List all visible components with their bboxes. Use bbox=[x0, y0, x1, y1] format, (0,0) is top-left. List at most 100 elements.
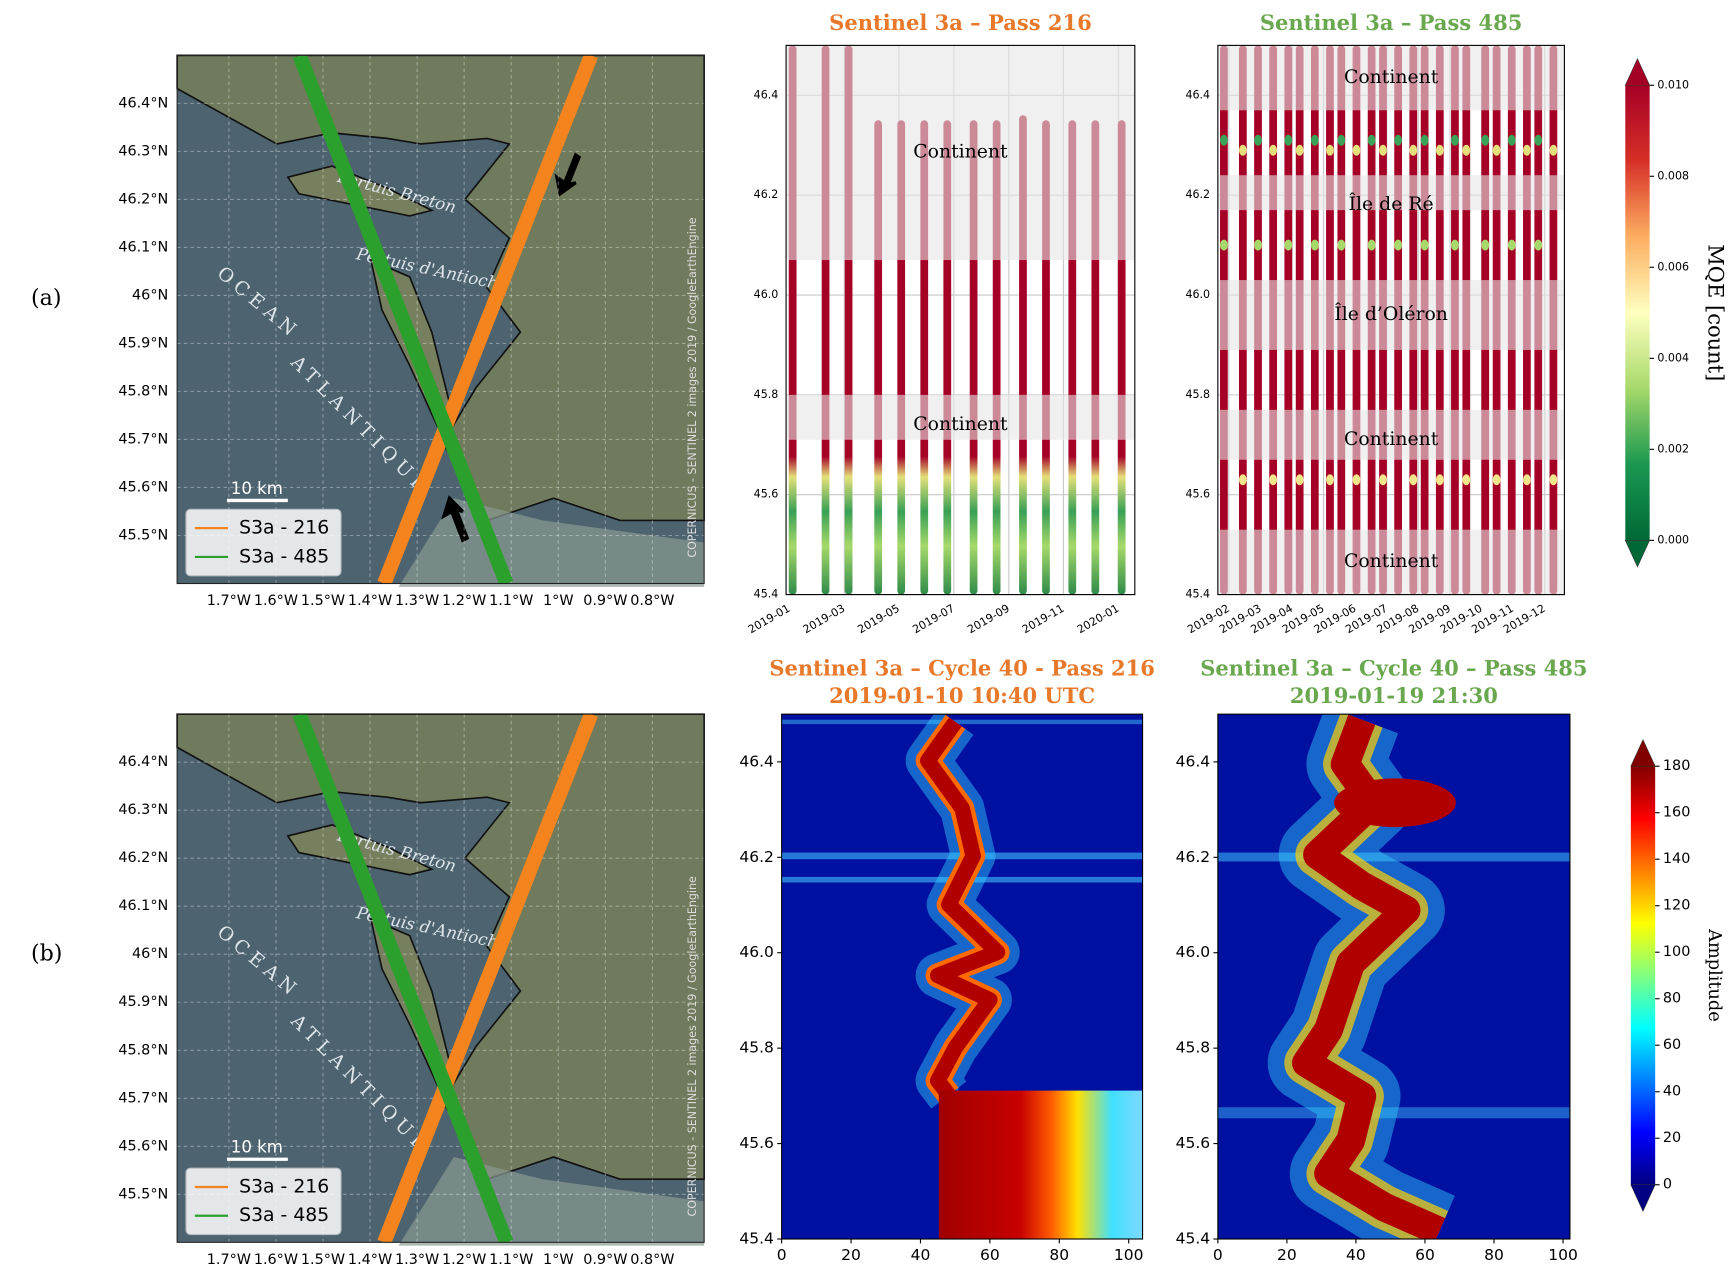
y-tick-label: 46.4 bbox=[1176, 752, 1211, 770]
chart-title: Sentinel 3a – Cycle 40 – Pass 485 bbox=[1200, 655, 1587, 680]
chart-title: Sentinel 3a – Cycle 40 - Pass 216 bbox=[769, 655, 1155, 680]
heatmap-streak bbox=[1217, 1107, 1570, 1119]
band bbox=[1217, 45, 1565, 111]
pass-dot bbox=[1481, 239, 1490, 251]
x-tick-label: 1.4°W bbox=[348, 1252, 392, 1268]
pass-dot bbox=[1507, 134, 1516, 146]
y-tick-label: 46.4 bbox=[754, 88, 779, 101]
y-tick-label: 46.1°N bbox=[118, 239, 168, 255]
pass-dot bbox=[1220, 134, 1228, 146]
pass-dot bbox=[1269, 474, 1278, 486]
band-label: Continent bbox=[913, 414, 1008, 435]
legend-label: S3a - 216 bbox=[239, 1176, 329, 1197]
pass-dot bbox=[1409, 144, 1418, 156]
cb-tick-label: 100 bbox=[1663, 944, 1690, 960]
y-tick-label: 45.6 bbox=[1185, 488, 1210, 501]
x-tick-label: 0.8°W bbox=[630, 1252, 674, 1268]
cb-tick-label: 120 bbox=[1663, 898, 1690, 914]
track bbox=[377, 714, 598, 1243]
x-tick-label: 2019-03 bbox=[801, 602, 848, 636]
y-tick-label: 46.2°N bbox=[118, 191, 168, 207]
y-tick-label: 45.8°N bbox=[118, 383, 168, 399]
frame bbox=[176, 713, 705, 1243]
y-tick-label: 46.4°N bbox=[118, 754, 168, 770]
pass-dot bbox=[1326, 474, 1334, 486]
x-tick-label: 0 bbox=[1213, 1246, 1223, 1264]
y-tick-label: 46.2 bbox=[754, 188, 779, 201]
pass-dot bbox=[1254, 134, 1262, 146]
pass-dot bbox=[1462, 474, 1471, 486]
y-tick-label: 45.7°N bbox=[118, 431, 168, 447]
x-tick-label: 1.4°W bbox=[348, 593, 392, 609]
x-tick-label: 1.3°W bbox=[395, 1252, 439, 1268]
cb-label: Amplitude bbox=[1704, 928, 1724, 1022]
band-label: Île d’Oléron bbox=[1334, 302, 1448, 325]
row-label: (a) bbox=[31, 285, 61, 311]
x-tick-label: 20 bbox=[1277, 1246, 1297, 1264]
cb-tick-label: 0.006 bbox=[1657, 260, 1689, 273]
y-tick-label: 45.6°N bbox=[118, 1138, 168, 1154]
y-tick-label: 45.9°N bbox=[118, 994, 168, 1010]
track bbox=[377, 55, 598, 584]
pass-dot bbox=[1435, 474, 1444, 486]
x-tick-label: 1.5°W bbox=[301, 1252, 345, 1268]
y-tick-label: 45.6°N bbox=[118, 479, 168, 495]
heatmap-ridge bbox=[920, 717, 1006, 1100]
heatmap-image bbox=[1217, 714, 1570, 1239]
y-tick-label: 46.0 bbox=[754, 288, 779, 301]
colorbar bbox=[1630, 766, 1656, 1185]
colorbar-extend bbox=[1624, 58, 1651, 86]
y-tick-label: 46.3°N bbox=[118, 802, 168, 818]
x-tick-label: 1.6°W bbox=[254, 1252, 298, 1268]
cb-tick-label: 0.004 bbox=[1657, 351, 1689, 364]
frame bbox=[781, 713, 1144, 1240]
pass-dot bbox=[1549, 144, 1558, 156]
y-tick-label: 46.1°N bbox=[118, 898, 168, 914]
x-tick-label: 80 bbox=[1484, 1246, 1504, 1264]
band bbox=[1217, 175, 1565, 211]
pass-dot bbox=[1220, 239, 1228, 251]
y-tick-label: 46°N bbox=[132, 946, 168, 962]
x-tick-label: 2020-01 bbox=[1075, 602, 1122, 636]
pass-dot bbox=[1409, 474, 1418, 486]
y-tick-label: 45.4 bbox=[754, 588, 779, 601]
cb-tick-label: 40 bbox=[1663, 1084, 1681, 1100]
heatmap-streak bbox=[1217, 852, 1570, 862]
arrow bbox=[441, 495, 470, 543]
x-tick-label: 2019-01 bbox=[746, 602, 793, 636]
pass-dot bbox=[1238, 144, 1247, 156]
frame bbox=[785, 44, 1136, 596]
x-tick-label: 1°W bbox=[543, 1252, 574, 1268]
x-tick-label: 60 bbox=[1415, 1246, 1435, 1264]
legend-label: S3a - 216 bbox=[239, 518, 329, 539]
cb-tick-label: 80 bbox=[1663, 991, 1681, 1007]
pass-dot bbox=[1507, 239, 1516, 251]
band-label: Continent bbox=[913, 142, 1008, 163]
y-tick-label: 45.5°N bbox=[118, 1186, 168, 1202]
x-tick-label: 1.3°W bbox=[395, 593, 439, 609]
land bbox=[176, 713, 705, 1181]
x-tick-label: 80 bbox=[1049, 1246, 1069, 1264]
y-tick-label: 46.2 bbox=[1185, 188, 1210, 201]
band bbox=[1217, 529, 1565, 595]
y-tick-label: 46.4°N bbox=[118, 95, 168, 111]
cb-tick-label: 0.002 bbox=[1657, 442, 1689, 455]
x-tick-label: 1.7°W bbox=[207, 593, 251, 609]
y-tick-label: 46.2 bbox=[1176, 848, 1211, 866]
y-tick-label: 45.8 bbox=[739, 1039, 774, 1057]
heatmap-blob bbox=[1334, 778, 1456, 828]
pass-dot bbox=[1326, 144, 1334, 156]
chart-title: Sentinel 3a – Pass 216 bbox=[829, 10, 1092, 35]
chart-title: Sentinel 3a – Pass 485 bbox=[1260, 10, 1523, 35]
chart-title: 2019-01-10 10:40 UTC bbox=[829, 683, 1095, 708]
row-label: (b) bbox=[31, 940, 62, 966]
band-label: Continent bbox=[1344, 551, 1439, 572]
pass-dot bbox=[1420, 239, 1429, 251]
y-tick-label: 45.6 bbox=[754, 488, 779, 501]
arrow bbox=[554, 152, 582, 197]
x-tick-label: 1.2°W bbox=[442, 593, 486, 609]
pass-dot bbox=[1435, 144, 1444, 156]
credit: COPERNICUS - SENTINEL 2 images 2019 / Go… bbox=[686, 876, 699, 1216]
